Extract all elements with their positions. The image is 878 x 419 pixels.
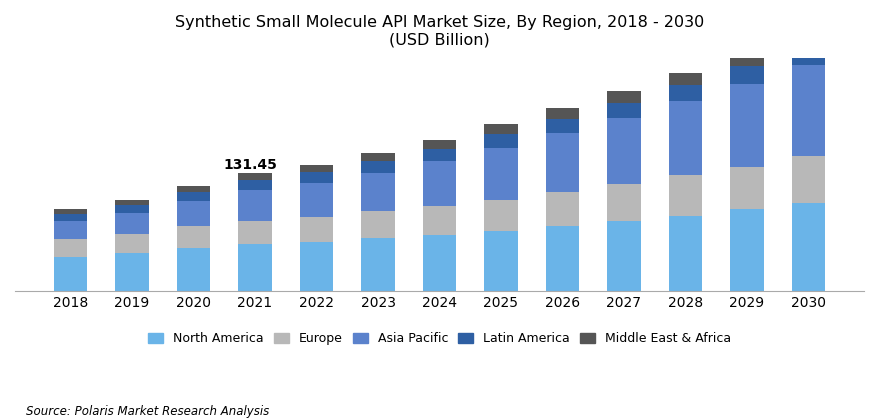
Bar	[115, 213, 148, 234]
Bar	[54, 214, 87, 221]
Bar	[299, 172, 333, 183]
Bar	[299, 165, 333, 172]
Bar	[730, 210, 763, 291]
Bar	[545, 119, 579, 133]
Bar	[238, 173, 271, 180]
Bar	[299, 183, 333, 217]
Bar	[115, 199, 148, 205]
Bar	[361, 238, 394, 291]
Text: 131.45: 131.45	[223, 158, 277, 172]
Text: Source: Polaris Market Research Analysis: Source: Polaris Market Research Analysis	[26, 405, 270, 418]
Bar	[484, 134, 517, 148]
Bar	[607, 103, 640, 118]
Bar	[484, 199, 517, 231]
Bar	[54, 239, 87, 257]
Bar	[54, 257, 87, 291]
Bar	[361, 211, 394, 238]
Bar	[299, 242, 333, 291]
Bar	[422, 161, 456, 206]
Bar	[115, 205, 148, 213]
Bar	[422, 235, 456, 291]
Bar	[791, 156, 824, 203]
Bar	[422, 149, 456, 161]
Bar	[238, 190, 271, 221]
Bar	[238, 180, 271, 190]
Bar	[176, 202, 210, 227]
Bar	[607, 91, 640, 103]
Bar	[791, 46, 824, 65]
Bar	[238, 244, 271, 291]
Bar	[361, 153, 394, 161]
Bar	[545, 192, 579, 227]
Bar	[668, 72, 702, 85]
Bar	[54, 221, 87, 239]
Bar	[545, 109, 579, 119]
Bar	[791, 65, 824, 156]
Bar	[668, 85, 702, 101]
Bar	[730, 66, 763, 84]
Bar	[791, 203, 824, 291]
Bar	[54, 210, 87, 214]
Bar	[545, 227, 579, 291]
Bar	[607, 118, 640, 184]
Bar	[422, 140, 456, 149]
Bar	[791, 31, 824, 46]
Bar	[668, 216, 702, 291]
Bar	[361, 173, 394, 211]
Legend: North America, Europe, Asia Pacific, Latin America, Middle East & Africa: North America, Europe, Asia Pacific, Lat…	[143, 327, 735, 350]
Bar	[730, 53, 763, 66]
Bar	[115, 253, 148, 291]
Bar	[484, 231, 517, 291]
Bar	[607, 184, 640, 221]
Bar	[299, 217, 333, 242]
Bar	[422, 206, 456, 235]
Title: Synthetic Small Molecule API Market Size, By Region, 2018 - 2030
(USD Billion): Synthetic Small Molecule API Market Size…	[175, 15, 703, 47]
Bar	[115, 234, 148, 253]
Bar	[176, 186, 210, 192]
Bar	[484, 148, 517, 199]
Bar	[730, 166, 763, 210]
Bar	[176, 192, 210, 202]
Bar	[607, 221, 640, 291]
Bar	[545, 133, 579, 192]
Bar	[730, 84, 763, 166]
Bar	[361, 161, 394, 173]
Bar	[176, 248, 210, 291]
Bar	[668, 176, 702, 216]
Bar	[668, 101, 702, 176]
Bar	[238, 221, 271, 244]
Bar	[176, 227, 210, 248]
Bar	[484, 124, 517, 134]
